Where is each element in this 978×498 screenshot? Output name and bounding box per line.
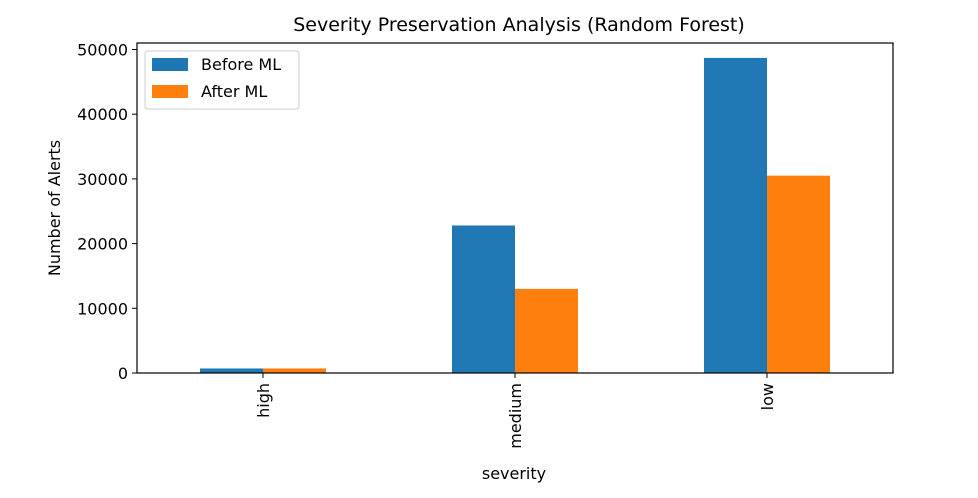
y-tick-label: 10000 [77, 299, 128, 318]
legend-swatch-after-ml [152, 85, 188, 98]
chart-title: Severity Preservation Analysis (Random F… [293, 14, 745, 36]
y-tick-label: 20000 [77, 235, 128, 254]
plot-area-frame [136, 42, 894, 374]
x-tick-label-medium: medium [506, 383, 525, 449]
bar-before-ml-high [200, 368, 263, 373]
x-tick-label-high: high [254, 383, 273, 418]
bar-after-ml-medium [515, 288, 578, 373]
bar-before-ml-low [704, 57, 767, 373]
bar-before-ml-medium [452, 225, 515, 373]
y-tick-label: 30000 [77, 170, 128, 189]
bar-after-ml-low [767, 175, 830, 373]
y-axis-label: Number of Alerts [45, 140, 64, 276]
x-axis-ticks: high medium low [254, 373, 777, 449]
bar-after-ml-high [263, 368, 326, 373]
legend: Before ML After ML [144, 50, 300, 110]
y-tick-label: 40000 [77, 105, 128, 124]
y-axis-ticks: 0 10000 20000 30000 40000 50000 [77, 40, 137, 383]
y-tick-label: 0 [118, 364, 128, 383]
legend-label-before-ml: Before ML [201, 55, 281, 74]
bars-group [200, 57, 830, 373]
legend-label-after-ml: After ML [201, 82, 267, 101]
x-tick-label-low: low [758, 383, 777, 410]
x-axis-label: severity [482, 464, 546, 483]
y-tick-label: 50000 [77, 40, 128, 59]
legend-swatch-before-ml [152, 58, 188, 71]
